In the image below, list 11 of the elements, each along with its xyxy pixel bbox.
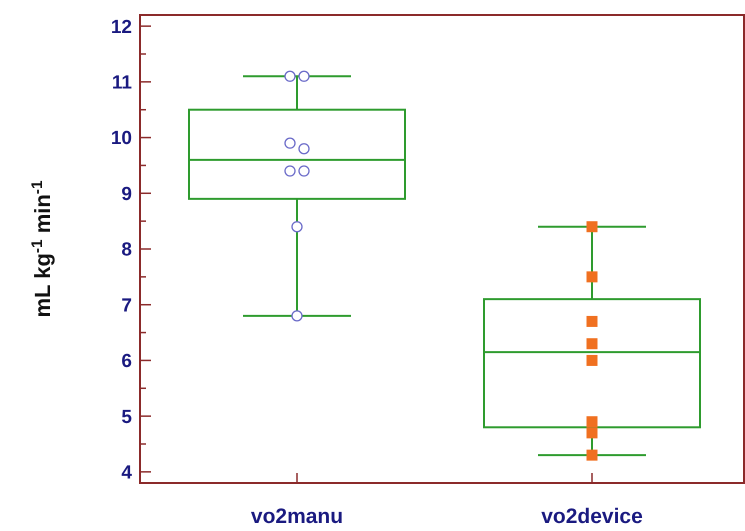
y-tick-label: 6 (121, 351, 132, 372)
y-tick-label: 4 (121, 462, 132, 484)
x-tick-label: vo2device (541, 505, 643, 528)
x-tick-label: vo2manu (250, 505, 344, 528)
y-tick-label: 10 (110, 128, 132, 150)
y-tick-label: 5 (121, 406, 132, 428)
y-tick-label: 8 (121, 240, 132, 261)
y-tick-label: 9 (121, 184, 132, 205)
y-tick-label: 7 (121, 295, 132, 316)
y-tick-label: 11 (112, 72, 132, 94)
y-tick-label: 12 (110, 16, 132, 38)
